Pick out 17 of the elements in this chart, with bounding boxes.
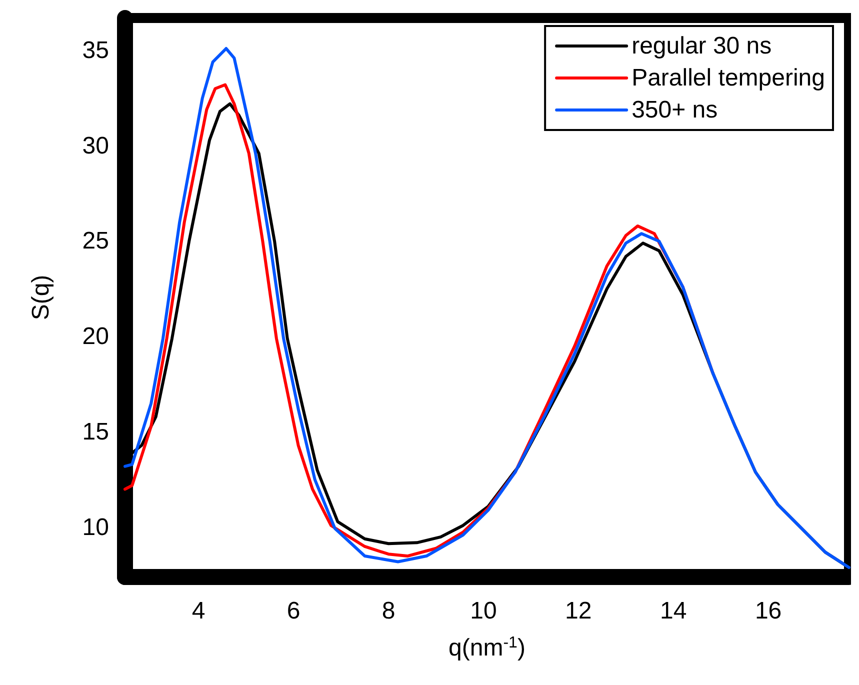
legend-label: Parallel tempering bbox=[632, 64, 826, 92]
y-tick-label: 25 bbox=[82, 228, 109, 255]
y-tick-label: 20 bbox=[82, 323, 109, 350]
y-tick-label: 15 bbox=[82, 418, 109, 446]
y-tick-label: 35 bbox=[82, 36, 109, 64]
x-tick-label: 6 bbox=[286, 598, 300, 624]
legend-label: 350+ ns bbox=[632, 96, 718, 124]
x-tick-label: 4 bbox=[192, 598, 206, 624]
legend-label: regular 30 ns bbox=[632, 32, 772, 60]
y-axis-title: S(q) bbox=[28, 274, 54, 320]
x-tick-label: 8 bbox=[382, 598, 396, 624]
x-tick-label: 10 bbox=[470, 598, 497, 624]
x-tick-label: 16 bbox=[754, 598, 782, 624]
y-tick-label: 10 bbox=[82, 514, 109, 541]
x-tick-label: 12 bbox=[565, 598, 592, 624]
y-tick-label: 30 bbox=[82, 132, 109, 160]
x-tick-label: 14 bbox=[660, 598, 687, 624]
